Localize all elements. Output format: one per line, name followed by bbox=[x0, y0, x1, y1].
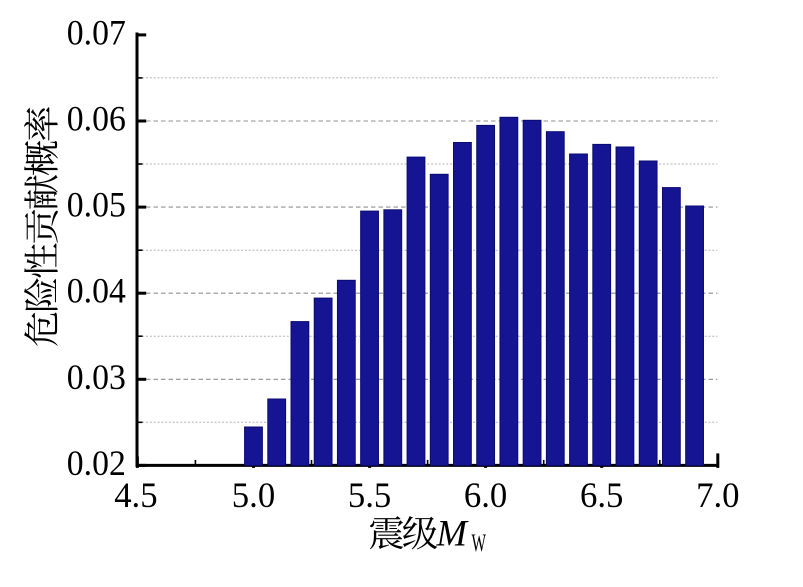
svg-text:4.5: 4.5 bbox=[114, 475, 157, 515]
svg-text:7.0: 7.0 bbox=[696, 475, 739, 515]
svg-text:0.02: 0.02 bbox=[67, 443, 126, 483]
svg-text:6.0: 6.0 bbox=[464, 475, 507, 515]
svg-text:6.5: 6.5 bbox=[580, 475, 623, 515]
svg-text:5.0: 5.0 bbox=[232, 475, 275, 515]
svg-text:0.03: 0.03 bbox=[67, 357, 126, 397]
svg-text:0.06: 0.06 bbox=[67, 99, 126, 139]
svg-text:0.07: 0.07 bbox=[67, 12, 126, 52]
svg-text:M: M bbox=[436, 512, 470, 553]
svg-text:0.05: 0.05 bbox=[67, 185, 126, 225]
svg-text:W: W bbox=[472, 528, 487, 557]
svg-text:5.5: 5.5 bbox=[348, 475, 391, 515]
svg-text:0.04: 0.04 bbox=[67, 271, 126, 311]
